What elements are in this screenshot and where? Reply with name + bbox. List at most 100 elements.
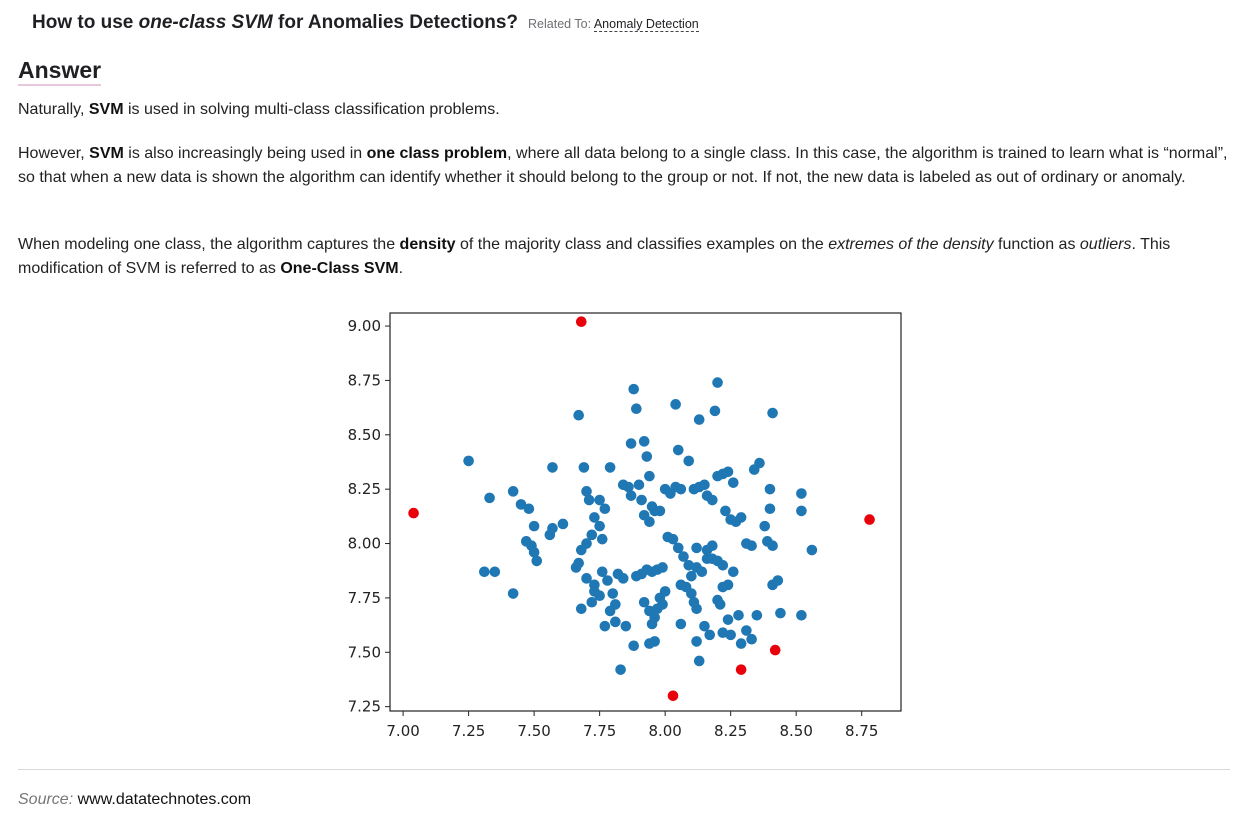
data-point xyxy=(806,544,818,556)
scatter-chart: 7.00 7.25 7.50 7.75 8.00 8.25 8.50 8.75 7.25 7.50… xyxy=(325,300,925,750)
data-point xyxy=(704,629,716,641)
data-point xyxy=(654,505,666,517)
data-point xyxy=(646,618,658,630)
data-point xyxy=(599,503,611,515)
data-point xyxy=(651,603,663,615)
data-point xyxy=(735,638,747,649)
data-point xyxy=(628,383,640,395)
data-point xyxy=(733,610,744,621)
data-point xyxy=(644,638,655,649)
data-point xyxy=(675,618,687,630)
x-tick-label: 8.25 xyxy=(714,722,747,740)
data-point xyxy=(772,575,784,586)
data-point xyxy=(701,544,713,556)
data-point xyxy=(686,570,697,582)
data-point xyxy=(578,462,590,473)
data-point xyxy=(688,596,700,608)
data-point xyxy=(751,610,763,621)
outlier-point xyxy=(735,664,747,675)
data-point xyxy=(489,566,501,578)
data-point xyxy=(759,520,771,532)
data-point xyxy=(615,664,626,675)
data-point xyxy=(573,409,584,421)
data-point xyxy=(596,566,608,578)
data-point xyxy=(796,488,807,499)
data-point xyxy=(594,590,605,602)
text-segment: of the majority class and classifies exa… xyxy=(455,236,829,253)
data-point xyxy=(683,559,695,571)
data-point xyxy=(775,607,786,619)
data-point xyxy=(581,573,592,584)
data-point xyxy=(735,512,747,523)
outlier-point xyxy=(864,514,875,525)
data-point xyxy=(526,540,537,552)
text-segment: SVM xyxy=(88,101,124,118)
data-point xyxy=(672,444,684,456)
y-tick-label: 7.50 xyxy=(348,643,381,661)
data-point xyxy=(625,438,637,449)
data-point xyxy=(547,462,558,473)
text-segment: SVM xyxy=(89,145,124,162)
data-point xyxy=(767,540,778,552)
data-point xyxy=(683,455,695,467)
x-tick-label: 7.75 xyxy=(583,722,616,740)
source-value: www.datatechnotes.com xyxy=(77,791,252,808)
data-point xyxy=(691,542,702,554)
data-point xyxy=(764,483,776,495)
text-segment: However, xyxy=(18,145,90,162)
data-point xyxy=(575,603,587,615)
data-point xyxy=(581,538,592,549)
data-point xyxy=(764,503,776,515)
x-tick-label: 8.00 xyxy=(648,722,681,740)
text-segment: , where all data belong to a single clas… xyxy=(18,145,1228,186)
data-point xyxy=(699,479,710,491)
data-point xyxy=(507,486,519,497)
data-point xyxy=(746,633,757,645)
data-point xyxy=(796,505,807,517)
data-point xyxy=(604,605,616,617)
data-point xyxy=(712,594,723,606)
data-point xyxy=(589,579,600,591)
outlier-point xyxy=(408,507,419,519)
y-tick-label: 8.50 xyxy=(348,426,381,444)
data-point xyxy=(557,518,569,530)
related-topic-link[interactable]: Anomaly Detection xyxy=(593,17,699,32)
data-point xyxy=(672,542,684,554)
text-segment: extremes of the density xyxy=(828,236,994,253)
source-line: Source: www.datatechnotes.com xyxy=(18,791,251,809)
data-point xyxy=(707,494,718,506)
data-point xyxy=(596,533,608,545)
data-point xyxy=(573,557,584,569)
data-point xyxy=(644,470,655,482)
outlier-point xyxy=(667,690,679,702)
data-point xyxy=(741,625,752,636)
question-header: How to use one-class SVM for Anomalies D… xyxy=(32,12,699,34)
data-point xyxy=(607,588,619,599)
answer-paragraph-1: Naturally, SVM is used in solving multi-… xyxy=(18,98,1233,122)
data-point xyxy=(631,570,642,582)
data-point xyxy=(754,457,765,469)
x-tick-label: 8.75 xyxy=(845,722,878,740)
data-point xyxy=(633,479,645,491)
data-point xyxy=(515,499,527,510)
y-tick-label: 8.00 xyxy=(348,535,381,553)
question-title: How to use one-class SVM for Anomalies D… xyxy=(32,12,518,34)
data-point xyxy=(602,575,613,586)
data-point xyxy=(717,627,729,639)
text-segment: . This modification of SVM is referred t… xyxy=(18,236,1171,277)
data-point xyxy=(796,610,807,621)
data-point xyxy=(678,551,689,562)
data-point xyxy=(722,466,734,478)
x-tick-label: 7.00 xyxy=(386,722,419,740)
plot-frame xyxy=(389,312,902,712)
data-point xyxy=(727,477,739,488)
data-point xyxy=(693,414,705,425)
data-point xyxy=(507,588,519,599)
data-point xyxy=(712,377,723,388)
question-title-emphasis: one-class SVM xyxy=(138,12,273,33)
data-point xyxy=(610,616,621,628)
data-point xyxy=(628,640,640,652)
text-segment: density xyxy=(399,236,456,253)
data-point xyxy=(463,455,474,467)
divider xyxy=(18,769,1230,770)
